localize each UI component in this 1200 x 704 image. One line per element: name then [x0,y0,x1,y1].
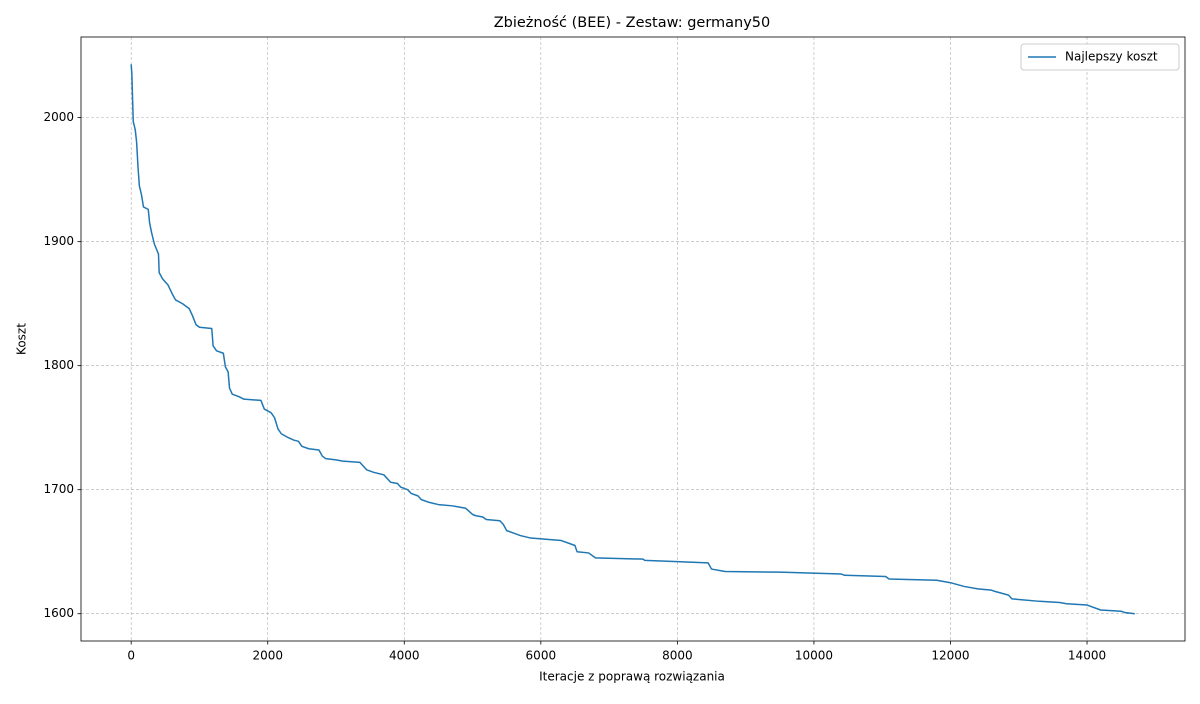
y-axis-label: Koszt [15,323,29,355]
data-line [130,64,1135,615]
x-tick-label: 12000 [931,649,969,663]
x-axis-label: Iteracje z poprawą rozwiązania [539,670,725,684]
legend-box [1020,43,1180,71]
x-tick-label: 4000 [389,649,420,663]
y-tick-label: 1900 [43,234,74,248]
x-tick-label: 10000 [795,649,833,663]
x-tick-label: 6000 [526,649,557,663]
x-tick-label: 14000 [1068,649,1106,663]
legend-label: Najlepszy koszt [1065,50,1158,64]
y-tick-label: 1800 [43,358,74,372]
y-tick-label: 1600 [43,606,74,620]
x-tick-label: 8000 [662,649,693,663]
x-tick-label: 0 [127,649,135,663]
plot-frame [80,36,1186,642]
y-tick-label: 1700 [43,482,74,496]
chart-title: Zbieżność (BEE) - Zestaw: germany50 [494,15,771,31]
y-tick-label: 2000 [43,110,74,124]
x-tick-label: 2000 [252,649,283,663]
